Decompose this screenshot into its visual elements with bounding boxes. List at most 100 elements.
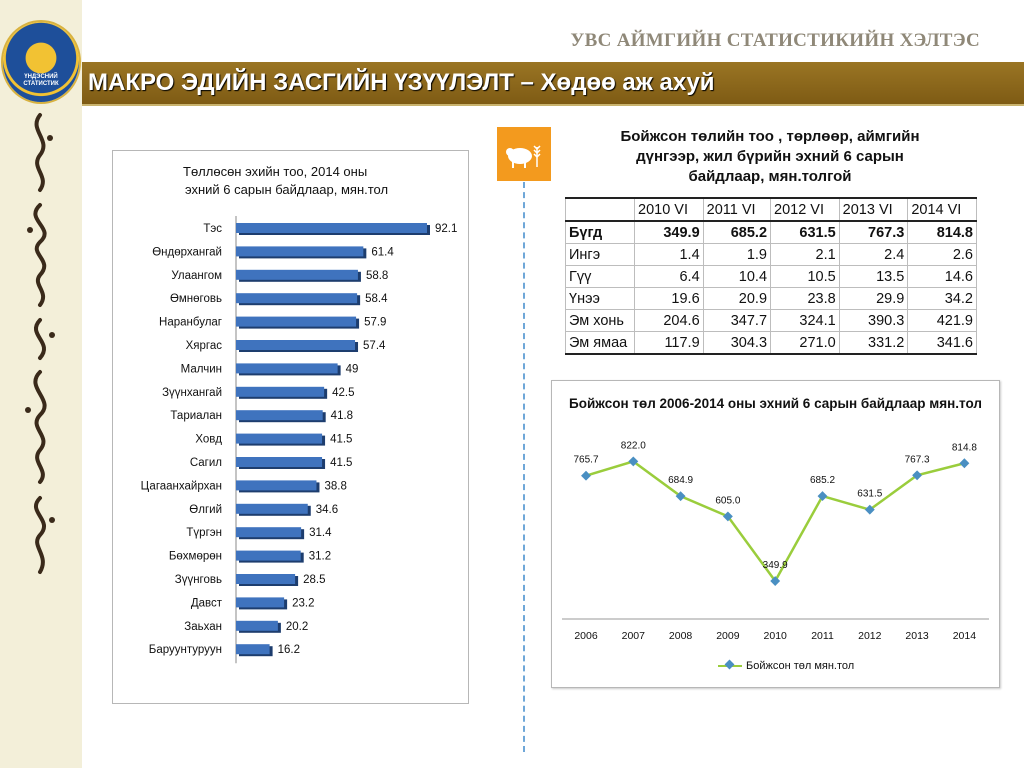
bar-category-label: Зүүнговь — [175, 574, 222, 586]
table-cell: 814.8 — [907, 220, 977, 244]
table-title-line3: байдлаар, мян.толгой — [688, 168, 852, 185]
table-row-label: Эм ямаа — [565, 331, 635, 355]
bar-category-label: Бөхмөрөн — [169, 551, 222, 563]
logo-text: ҮНДЭСНИЙ СТАТИСТИК — [3, 74, 79, 88]
table-cell: 204.6 — [634, 309, 704, 332]
bar — [236, 223, 427, 233]
bar-value-label: 41.5 — [330, 457, 352, 469]
table-cell: 29.9 — [838, 287, 909, 310]
line-chart-legend: Бойжсон төл мян.тол — [718, 660, 854, 672]
bar — [236, 550, 301, 561]
line-chart: 765.7 2006 822.0 2007 684.9 2008 605.0 2009 349.… — [562, 440, 989, 642]
bar — [236, 457, 323, 467]
mongolian-script-decoration — [25, 113, 55, 574]
bar-value-label: 49 — [346, 363, 359, 375]
bar-category-label: Баруунтуруун — [149, 644, 222, 656]
x-tick-label: 2014 — [953, 630, 977, 642]
legend-label: Бойжсон төл мян.тол — [746, 660, 855, 672]
table-cell: 341.6 — [907, 331, 977, 355]
table-header-cell: 2013 VI — [838, 197, 909, 222]
title-band: МАКРО ЭДИЙН ЗАСГИЙН ҮЗҮҮЛЭЛТ – Хөдөө аж … — [82, 62, 1024, 104]
x-tick-label: 2007 — [622, 630, 646, 642]
data-point — [817, 491, 828, 502]
data-point — [864, 504, 875, 515]
bar-category-label: Өмнөговь — [170, 293, 222, 305]
bar-chart-title-line1: Төллөсөн эхийн тоо, 2014 оны — [183, 164, 368, 179]
table-cell: 271.0 — [770, 331, 840, 355]
logo-text-line2: СТАТИСТИК — [23, 81, 59, 87]
table-row-label: Ингэ — [565, 243, 635, 266]
bar — [236, 386, 325, 397]
table-cell: 23.8 — [770, 287, 840, 310]
table-cell: 1.9 — [702, 243, 772, 266]
bar — [236, 246, 364, 257]
org-name: УВС АЙМГИЙН СТАТИСТИКИЙН ХЭЛТЭС — [570, 30, 980, 51]
table-cell: 331.2 — [838, 331, 909, 355]
bar-value-label: 57.9 — [364, 317, 386, 329]
bar-value-label: 58.4 — [365, 293, 388, 305]
bar — [236, 574, 296, 584]
x-tick-label: 2010 — [764, 630, 788, 642]
bar-category-label: Тэс — [203, 223, 222, 235]
table-cell: 10.4 — [702, 265, 772, 288]
table-header-cell: 2010 VI — [634, 197, 704, 222]
bar — [236, 410, 323, 421]
table-cell: 685.2 — [702, 220, 772, 244]
table-title-line2: дүнгээр, жил бүрийн эхний 6 сарын — [636, 148, 904, 165]
table-cell: 390.3 — [838, 309, 909, 332]
bar-value-label: 28.5 — [303, 574, 325, 586]
table-row-label: Гүү — [565, 265, 635, 288]
table-title-line1: Бойжсон төлийн тоо , төрлөөр, аймгийн — [620, 128, 920, 145]
table-cell: 2.1 — [770, 243, 840, 266]
dashed-divider — [523, 182, 525, 752]
bar — [236, 363, 338, 374]
bar-chart-title: Төллөсөн эхийн тоо, 2014 оны эхний 6 сар… — [183, 163, 388, 199]
table-row: Эм ямаа 117.9 304.3 271.0 331.2 341.6 — [565, 331, 977, 355]
bar-category-label: Тариалан — [170, 410, 222, 422]
bar-value-label: 57.4 — [363, 340, 386, 352]
table-cell: 20.9 — [702, 287, 772, 310]
bar-category-label: Заьхан — [184, 621, 222, 633]
bar-value-label: 20.2 — [286, 621, 308, 633]
bar-chart-panel: Төллөсөн эхийн тоо, 2014 оны эхний 6 сар… — [112, 150, 469, 704]
table-row-label: Бүгд — [565, 220, 635, 244]
bar-value-label: 38.8 — [324, 480, 346, 492]
table-cell: 14.6 — [907, 265, 977, 288]
bar-category-label: Өлгий — [189, 504, 222, 516]
table-cell: 19.6 — [634, 287, 704, 310]
bar-value-label: 58.8 — [366, 270, 388, 282]
data-label: 684.9 — [668, 475, 693, 486]
x-tick-label: 2008 — [669, 630, 693, 642]
data-label: 685.2 — [810, 475, 835, 486]
bar-category-label: Түргэн — [186, 527, 222, 539]
table-row: Гүү 6.4 10.4 10.5 13.5 14.6 — [565, 265, 977, 288]
x-tick-label: 2006 — [574, 630, 598, 642]
table-cell: 10.5 — [770, 265, 840, 288]
table-cell: 347.7 — [702, 309, 772, 332]
bar-value-label: 31.4 — [309, 527, 332, 539]
bar — [236, 293, 358, 304]
bar-value-label: 34.6 — [316, 504, 338, 516]
data-point — [770, 576, 781, 586]
data-point — [581, 470, 591, 481]
table-cell: 6.4 — [634, 265, 704, 288]
bar — [236, 503, 308, 514]
x-tick-label: 2012 — [858, 630, 882, 642]
sheep-icon-graphic — [506, 145, 541, 168]
bar-value-label: 61.4 — [371, 246, 394, 258]
data-label: 767.3 — [905, 454, 930, 465]
table-header-cell — [565, 197, 635, 222]
table-header-row: 2010 VI 2011 VI 2012 VI 2013 VI 2014 VI — [565, 197, 977, 222]
table-header-cell: 2014 VI — [907, 197, 977, 222]
table-cell: 324.1 — [770, 309, 840, 332]
table-cell: 1.4 — [634, 243, 704, 266]
bar-category-label: Давст — [191, 597, 223, 609]
bar-category-label: Улаангом — [171, 270, 222, 282]
bar-category-label: Цагаанхайрхан — [141, 480, 222, 492]
emblem-logo: ҮНДЭСНИЙ СТАТИСТИК — [3, 22, 79, 102]
bar — [236, 433, 323, 444]
table-header-cell: 2012 VI — [770, 197, 840, 222]
bar-value-label: 41.8 — [331, 410, 353, 422]
logo-text-line1: ҮНДЭСНИЙ — [24, 74, 58, 80]
sheep-wheat-icon — [497, 127, 551, 181]
